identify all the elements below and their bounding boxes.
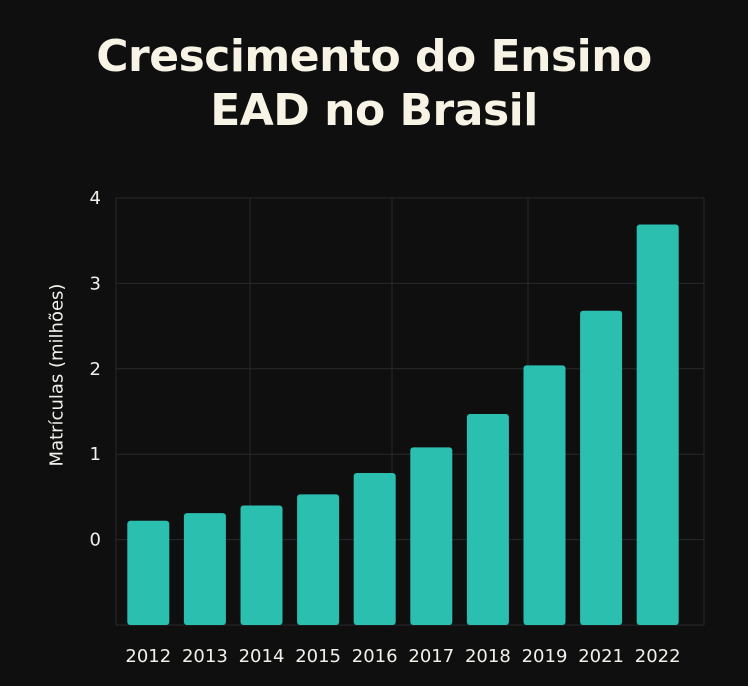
y-tick-label: 3 bbox=[90, 273, 101, 294]
x-tick-label: 2017 bbox=[408, 646, 454, 667]
bar-2022 bbox=[636, 224, 679, 625]
x-tick-label: 2021 bbox=[578, 646, 624, 667]
x-tick-label: 2016 bbox=[352, 646, 398, 667]
y-tick-label: 4 bbox=[90, 188, 101, 209]
bar-2019 bbox=[523, 365, 566, 625]
y-tick-label: 2 bbox=[90, 359, 101, 380]
bar-2014 bbox=[240, 505, 283, 625]
x-tick-label: 2022 bbox=[635, 646, 681, 667]
bar-2016 bbox=[353, 472, 396, 625]
y-tick-labels: 4 3 2 1 0 bbox=[90, 188, 101, 551]
y-axis-label: Matrículas (milhões) bbox=[46, 283, 68, 467]
x-tick-label: 2015 bbox=[295, 646, 341, 667]
x-tick-label: 2012 bbox=[125, 646, 171, 667]
bar-2013 bbox=[183, 513, 226, 625]
x-tick-label: 2019 bbox=[522, 646, 568, 667]
x-tick-label: 2018 bbox=[465, 646, 511, 667]
bars bbox=[127, 224, 679, 625]
x-tick-label: 2014 bbox=[239, 646, 285, 667]
y-tick-label: 0 bbox=[90, 530, 101, 551]
chart-title: Crescimento do Ensino EAD no Brasil bbox=[0, 30, 748, 138]
x-tick-label: 2013 bbox=[182, 646, 228, 667]
chart-title-line-1: Crescimento do Ensino bbox=[96, 31, 652, 82]
bar-2012 bbox=[127, 520, 170, 625]
x-tick-labels: 2012 2013 2014 2015 2016 2017 2018 2019 2021 2022 bbox=[125, 646, 680, 667]
bar-2021 bbox=[580, 310, 623, 625]
bar-2018 bbox=[466, 414, 509, 625]
bar-2017 bbox=[410, 447, 453, 625]
y-tick-label: 1 bbox=[90, 444, 101, 465]
chart-title-line-2: EAD no Brasil bbox=[210, 85, 538, 136]
bar-2015 bbox=[297, 494, 340, 625]
y-axis-label-container: Matrículas (milhões) bbox=[12, 230, 102, 520]
